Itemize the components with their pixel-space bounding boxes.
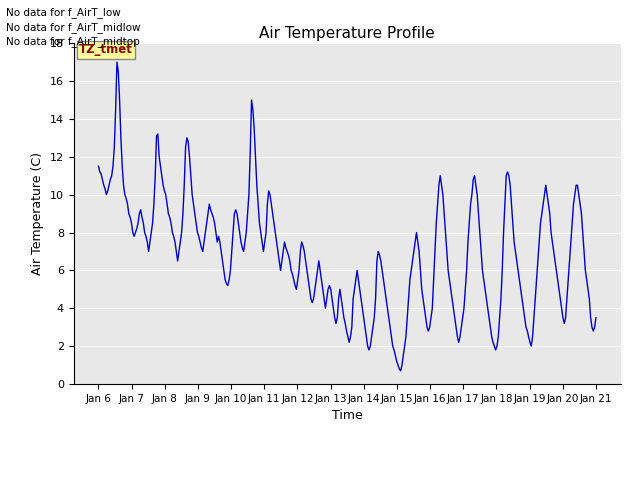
Title: Air Temperature Profile: Air Temperature Profile [259,25,435,41]
X-axis label: Time: Time [332,409,363,422]
Text: No data for f_AirT_midlow: No data for f_AirT_midlow [6,22,141,33]
Text: No data for f_AirT_midtop: No data for f_AirT_midtop [6,36,140,47]
Text: TZ_tmet: TZ_tmet [79,43,133,57]
Y-axis label: Air Temperature (C): Air Temperature (C) [31,152,44,275]
Text: No data for f_AirT_low: No data for f_AirT_low [6,7,121,18]
